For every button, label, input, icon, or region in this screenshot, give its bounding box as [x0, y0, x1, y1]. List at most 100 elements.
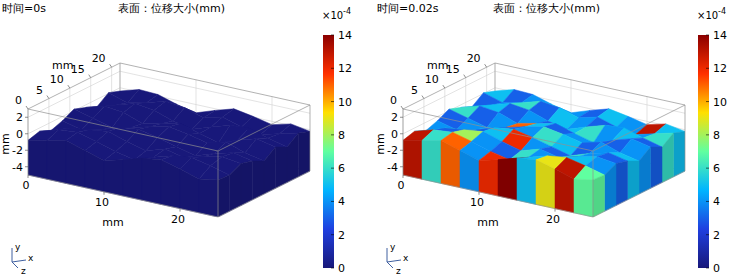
y-tick — [25, 166, 28, 167]
front-wall — [574, 179, 593, 217]
triad-arm — [387, 260, 401, 262]
y-tick — [400, 166, 403, 167]
y-tick — [400, 133, 403, 134]
y-axis-label: mm — [0, 133, 12, 154]
box-edge — [593, 105, 685, 151]
box-edge — [685, 105, 686, 171]
side-wall — [230, 163, 242, 211]
y-tick-label: -4 — [387, 161, 398, 174]
triad-arm — [12, 260, 26, 262]
front-wall — [517, 158, 536, 204]
colorbar-tick — [706, 35, 709, 36]
x-tick-label: 20 — [171, 213, 185, 226]
triad-label: y — [390, 242, 396, 252]
colorbar: 02468101214×10-4 — [322, 7, 352, 275]
z-tick-label: 10 — [50, 73, 64, 86]
colorbar-bar — [323, 35, 334, 268]
x-tick — [104, 192, 105, 195]
z-tick — [485, 64, 487, 67]
box-edge — [403, 63, 495, 109]
front-wall — [180, 169, 199, 213]
z-tick — [89, 75, 91, 78]
grid-line — [403, 109, 404, 175]
side-wall — [628, 161, 640, 200]
side-wall — [299, 131, 311, 176]
axes: 01020mm-4-202mm05101520mm — [374, 52, 560, 229]
front-wall — [460, 150, 479, 191]
triad-label: z — [396, 266, 401, 276]
colorbar-tick — [331, 35, 334, 36]
colorbar-tick-label: 4 — [338, 195, 345, 208]
front-wall — [28, 140, 47, 179]
front-wall — [199, 179, 218, 217]
title: 表面：位移大小(mm) — [493, 2, 600, 15]
subtitle: 时间=0.02s — [377, 2, 439, 15]
colorbar-bar — [698, 35, 709, 268]
colorbar-label-exponent: -4 — [343, 7, 351, 16]
z-tick — [464, 75, 466, 78]
box-edge — [218, 151, 219, 217]
triad-arm — [387, 262, 393, 268]
colorbar-tick — [706, 168, 709, 169]
side-wall — [651, 147, 663, 188]
triad-label: x — [28, 253, 34, 263]
colorbar-tick — [331, 201, 334, 202]
colorbar-tick-label: 6 — [713, 162, 720, 175]
grid-line — [28, 109, 29, 175]
triad-arm — [12, 248, 13, 262]
colorbar-tick-label: 8 — [338, 129, 345, 142]
z-tick-label: 20 — [92, 52, 106, 65]
z-tick-label: 10 — [425, 73, 439, 86]
box-edge — [593, 151, 594, 217]
colorbar-tick — [331, 68, 334, 69]
z-tick-label: 20 — [467, 52, 481, 65]
chart-root: 时间=0s表面：位移大小(mm)01020mm-4-202mm05101520m… — [0, 0, 746, 278]
box-edge — [403, 175, 593, 217]
triad: yxz — [12, 242, 34, 276]
colorbar-tick-label: 10 — [338, 96, 352, 109]
box-edge — [403, 109, 404, 175]
colorbar-tick-label: 8 — [713, 129, 720, 142]
side-wall — [241, 161, 253, 206]
box-edge — [28, 63, 120, 109]
front-wall — [142, 158, 161, 204]
colorbar-tick-label: 2 — [338, 229, 345, 242]
triad-arm — [387, 248, 388, 262]
colorbar-tick-label: 2 — [713, 229, 720, 242]
colorbar-label-exponent: -4 — [718, 7, 726, 16]
surface-cell — [590, 142, 621, 154]
triad-label: z — [21, 266, 26, 276]
y-tick — [400, 150, 403, 151]
x-tick-label: 10 — [95, 196, 109, 209]
front-wall — [123, 158, 142, 200]
z-tick — [26, 106, 28, 109]
box-edge — [495, 63, 685, 105]
side-wall — [253, 161, 265, 200]
y-tick-label: -2 — [387, 144, 398, 157]
x-axis-label: mm — [102, 216, 123, 229]
side-wall — [287, 133, 299, 182]
colorbar-tick-label: 14 — [713, 29, 727, 42]
subtitle: 时间=0s — [2, 2, 46, 15]
side-wall — [616, 161, 628, 206]
colorbar-tick — [331, 101, 334, 102]
z-tick — [401, 106, 403, 109]
z-tick — [443, 85, 445, 88]
axes: 01020mm-4-202mm05101520mm — [0, 52, 185, 229]
surface — [403, 89, 685, 217]
colorbar: 02468101214×10-4 — [697, 7, 727, 275]
z-axis-label: mm — [52, 59, 73, 72]
z-tick — [47, 96, 49, 99]
front-wall — [403, 140, 422, 179]
colorbar-tick — [706, 134, 709, 135]
front-wall — [479, 160, 498, 196]
colorbar-tick — [706, 68, 709, 69]
y-tick-label: 0 — [391, 128, 398, 141]
colorbar-tick-label: 0 — [338, 262, 345, 275]
side-wall — [593, 175, 605, 217]
z-tick — [422, 96, 424, 99]
panel: 时间=0s表面：位移大小(mm)01020mm-4-202mm05101520m… — [0, 2, 352, 276]
box-edge — [593, 171, 685, 217]
y-tick — [25, 150, 28, 151]
front-wall — [498, 158, 517, 200]
